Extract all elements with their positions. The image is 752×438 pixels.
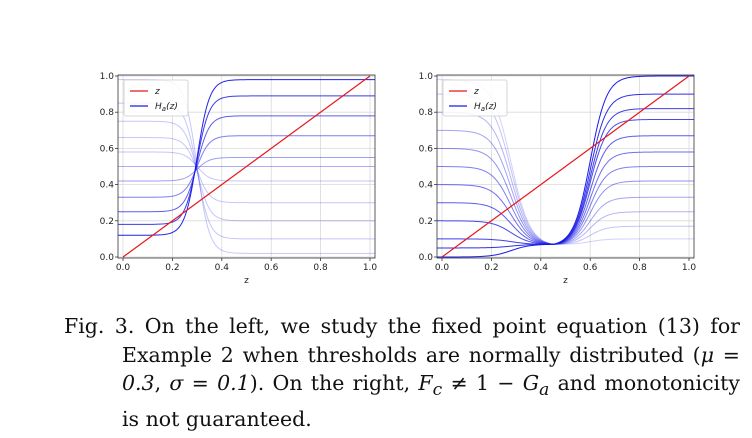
legend: z Ha(z) [442, 79, 508, 117]
caption-fc: F [418, 371, 433, 395]
legend-box [123, 79, 189, 117]
x-tick-label: 0.6 [583, 263, 598, 273]
ha-curve [437, 129, 694, 245]
x-tick-label: 0.6 [264, 263, 279, 273]
ha-curve [437, 135, 694, 245]
left-chart: 0.0 0.2 0.4 0.6 0.8 1.0 0.0 0.2 0.4 0.6 0.8 1.0 z z Ha… [100, 72, 378, 286]
x-tick-label: 0.8 [632, 263, 647, 273]
legend-label-z: z [473, 87, 479, 97]
y-tick-label: 0.4 [100, 181, 115, 191]
ha-curve [437, 147, 694, 245]
caption-line-3b: ). On the right, [249, 371, 411, 395]
legend-box [442, 79, 508, 117]
legend-label-ha: Ha(z) [155, 102, 178, 113]
x-tick-label: 0.0 [116, 263, 131, 273]
identity-line [122, 75, 371, 258]
x-tick-label: 0.8 [313, 263, 328, 273]
ha-curve [118, 156, 375, 182]
identity-line [441, 75, 690, 258]
ha-curve [437, 118, 694, 245]
y-tick-label: 0.4 [419, 181, 434, 191]
x-tick-label: 0.0 [435, 263, 450, 273]
y-tick-label: 0.2 [419, 217, 433, 227]
axes-frame [436, 74, 695, 259]
x-tick-label: 0.2 [165, 263, 179, 273]
ha-curve [437, 166, 694, 245]
right-chart: 0.0 0.2 0.4 0.6 0.8 1.0 0.0 0.2 0.4 0.6 0.8 1.0 z z Ha… [419, 72, 697, 286]
caption-line-4: and monotonicity is not guaranteed. [122, 371, 740, 431]
ha-curve [118, 151, 375, 182]
caption-line-1: Fig. 3. On the left, we study the fixed … [64, 314, 648, 338]
ha-curve [118, 137, 375, 204]
figure-caption: Fig. 3. On the left, we study the fixed … [64, 314, 740, 431]
ha-curve [437, 108, 694, 245]
ha-curve [118, 95, 375, 225]
y-tick-label: 0.8 [419, 108, 434, 118]
ha-curves [437, 75, 694, 258]
legend-label-ha: Ha(z) [474, 102, 497, 113]
legend: z Ha(z) [123, 79, 189, 117]
caption-line-3a: distributed ( [569, 342, 701, 367]
ha-curve [437, 93, 694, 249]
x-tick-label: 0.2 [484, 263, 498, 273]
legend-label-z: z [154, 87, 160, 97]
y-tick-label: 1.0 [419, 72, 434, 82]
ha-curve [118, 120, 375, 222]
y-tick-label: 0.0 [100, 253, 115, 263]
axes-frame [117, 74, 376, 259]
x-axis-label: z [563, 276, 568, 286]
x-tick-label: 1.0 [682, 263, 697, 273]
x-tick-label: 0.4 [215, 263, 230, 273]
x-axis-label: z [244, 276, 249, 286]
y-tick-label: 0.6 [419, 144, 434, 154]
ha-curve [118, 135, 375, 198]
ha-curve [118, 79, 375, 236]
y-tick-label: 1.0 [100, 72, 115, 82]
caption-mu: μ = 0.3 [122, 342, 740, 396]
ha-curve [437, 93, 694, 245]
ha-curve [118, 102, 375, 240]
figure-plots: 0.0 0.2 0.4 0.6 0.8 1.0 0.0 0.2 0.4 0.6 0.8 1.0 z z Ha… [100, 72, 697, 286]
y-tick-label: 0.2 [100, 217, 114, 227]
y-tick-label: 0.0 [419, 253, 434, 263]
y-tick-label: 0.6 [100, 144, 115, 154]
caption-sigma: σ = 0.1 [169, 371, 250, 395]
caption-neq: ≠ 1 − [450, 371, 515, 395]
caption-line-2: (13) for Example 2 when thresholds are n… [122, 314, 740, 367]
y-tick-label: 0.8 [100, 108, 115, 118]
caption-ga: G [522, 371, 540, 395]
ha-curve [118, 115, 375, 213]
x-tick-label: 0.4 [534, 263, 549, 273]
x-tick-label: 1.0 [363, 263, 378, 273]
